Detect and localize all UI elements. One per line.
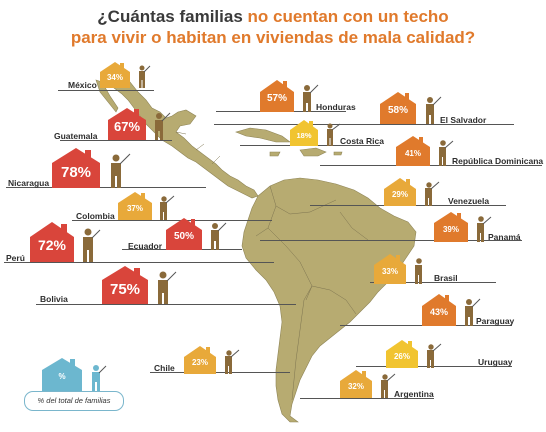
hispaniola-island bbox=[299, 147, 327, 157]
value-brasil: 33% bbox=[381, 267, 398, 276]
label-mexico: México bbox=[68, 80, 97, 90]
title-line-2: para vivir o habitan en viviendas de mal… bbox=[70, 28, 476, 47]
leader-brasil bbox=[370, 282, 496, 283]
leader-guatemala bbox=[60, 140, 172, 141]
house-brasil: 33% bbox=[374, 254, 432, 284]
leader-chile bbox=[150, 372, 290, 373]
house-honduras: 57% bbox=[260, 80, 324, 112]
value-guatemala: 67% bbox=[113, 119, 141, 134]
infographic-title: ¿Cuántas familias no cuentan con un tech… bbox=[0, 6, 546, 48]
house-argentina: 32% bbox=[340, 370, 400, 398]
leader-elsalvador bbox=[214, 124, 514, 125]
jamaica-island bbox=[269, 151, 281, 157]
house-elsalvador: 58% bbox=[380, 92, 446, 124]
leader-argentina bbox=[300, 398, 434, 399]
house-paraguay: 43% bbox=[422, 294, 486, 326]
label-honduras: Honduras bbox=[316, 102, 356, 112]
label-brasil: Brasil bbox=[434, 273, 458, 283]
leader-colombia bbox=[72, 220, 272, 221]
house-panama: 39% bbox=[434, 212, 496, 242]
value-peru: 72% bbox=[37, 237, 67, 253]
value-chile: 23% bbox=[191, 358, 208, 367]
value-paraguay: 43% bbox=[429, 307, 448, 317]
south-america-landmass bbox=[241, 177, 417, 423]
label-elsalvador: El Salvador bbox=[440, 115, 487, 125]
label-chile: Chile bbox=[154, 363, 175, 373]
value-uruguay: 26% bbox=[393, 352, 410, 361]
legend-symbol: % bbox=[58, 372, 66, 381]
house-peru: 72% bbox=[30, 222, 102, 262]
label-bolivia: Bolivia bbox=[40, 294, 68, 304]
house-ecuador: 50% bbox=[166, 218, 230, 250]
label-panama: Panamá bbox=[488, 232, 521, 242]
title-part-1: ¿Cuántas familias bbox=[97, 7, 248, 26]
leader-nicaragua bbox=[6, 187, 206, 188]
legend-label: % del total de familias bbox=[24, 391, 124, 411]
house-costarica: 18% bbox=[290, 120, 346, 146]
value-venezuela: 29% bbox=[391, 190, 408, 199]
house-bolivia: 75% bbox=[102, 266, 180, 304]
house-venezuela: 29% bbox=[384, 178, 444, 206]
value-colombia: 37% bbox=[126, 204, 143, 213]
leader-peru bbox=[4, 262, 274, 263]
label-venezuela: Venezuela bbox=[448, 196, 490, 206]
label-nicaragua: Nicaragua bbox=[8, 178, 50, 188]
label-argentina: Argentina bbox=[394, 389, 434, 399]
country-borders bbox=[175, 131, 369, 401]
value-mexico: 34% bbox=[106, 73, 123, 82]
leader-bolivia bbox=[36, 304, 296, 305]
label-uruguay: Uruguay bbox=[478, 357, 513, 367]
value-argentina: 32% bbox=[347, 382, 364, 391]
label-ecuador: Ecuador bbox=[128, 241, 163, 251]
leader-mexico bbox=[58, 90, 154, 91]
value-repdom: 41% bbox=[404, 149, 421, 158]
title-part-2: no cuentan con un techo bbox=[247, 7, 449, 26]
value-panama: 39% bbox=[442, 225, 459, 234]
value-nicaragua: 78% bbox=[60, 164, 92, 181]
house-repdom: 41% bbox=[396, 136, 458, 166]
value-ecuador: 50% bbox=[173, 231, 194, 242]
house-chile: 23% bbox=[184, 346, 244, 374]
house-nicaragua: 78% bbox=[52, 148, 134, 188]
puerto-rico-island bbox=[333, 151, 343, 156]
leader-repdom bbox=[320, 165, 542, 166]
label-repdom: República Dominicana bbox=[452, 156, 544, 166]
label-peru: Perú bbox=[6, 253, 25, 263]
legend-house: % bbox=[42, 358, 108, 392]
house-guatemala: 67% bbox=[108, 108, 174, 140]
label-colombia: Colombia bbox=[76, 211, 115, 221]
value-elsalvador: 58% bbox=[387, 105, 408, 116]
house-colombia: 37% bbox=[118, 192, 178, 220]
label-paraguay: Paraguay bbox=[476, 316, 515, 326]
value-honduras: 57% bbox=[266, 93, 287, 104]
label-guatemala: Guatemala bbox=[54, 131, 98, 141]
house-mexico: 34% bbox=[100, 62, 152, 88]
house-uruguay: 26% bbox=[386, 340, 446, 368]
label-costarica: Costa Rica bbox=[340, 136, 384, 146]
value-costarica: 18% bbox=[296, 131, 312, 140]
leader-panama bbox=[260, 240, 522, 241]
value-bolivia: 75% bbox=[109, 281, 141, 298]
cuba-island bbox=[235, 127, 291, 143]
